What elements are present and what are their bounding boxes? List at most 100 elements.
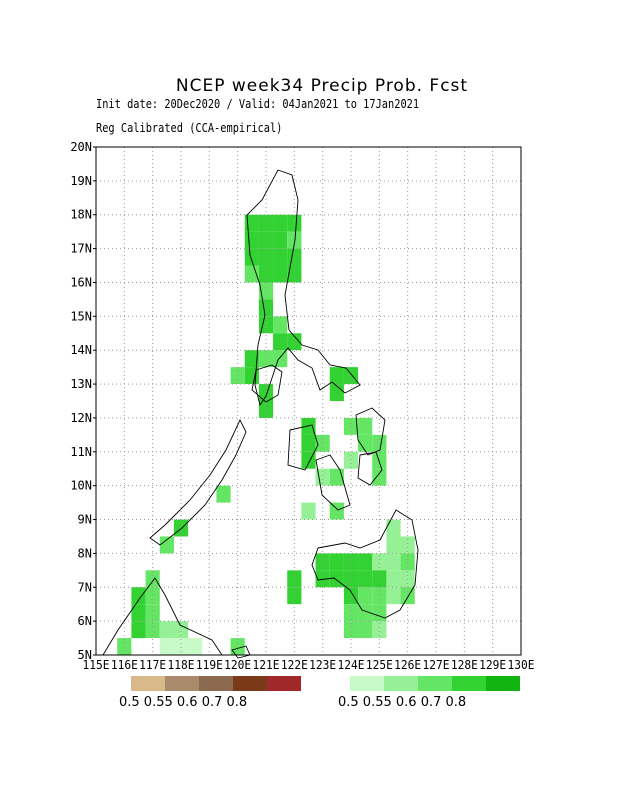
- lat-tick-label: 13N: [70, 377, 92, 391]
- map-gridlines: [96, 147, 521, 655]
- probability-cell: [358, 587, 373, 605]
- probability-cell: [145, 621, 160, 639]
- probability-cell: [400, 570, 415, 588]
- coast-mindanao: [311, 509, 419, 619]
- probability-cell: [343, 451, 359, 469]
- lon-tick-label: 119E: [196, 658, 223, 672]
- probability-cell: [343, 417, 359, 435]
- probability-cell: [258, 401, 274, 418]
- lon-tick-label: 122E: [281, 658, 308, 672]
- probability-cell: [372, 604, 387, 622]
- lon-tick-label: 126E: [394, 658, 421, 672]
- probability-cell: [273, 231, 288, 249]
- probability-cell: [358, 553, 373, 571]
- probability-cell: [386, 570, 401, 588]
- lon-tick-label: 118E: [168, 658, 195, 672]
- probability-cell: [273, 350, 288, 368]
- probability-cell: [131, 621, 146, 639]
- dry-colorbar-labels: 0.5 0.55 0.6 0.7 0.8: [119, 695, 248, 710]
- colorbar-swatch: [267, 676, 301, 691]
- subtitle-dates: Init date: 20Dec2020 / Valid: 04Jan2021 …: [96, 97, 420, 111]
- lat-tick-label: 10N: [70, 479, 92, 493]
- probability-cell: [343, 621, 359, 639]
- probability-cell: [273, 333, 288, 351]
- lon-tick-label: 121E: [253, 658, 280, 672]
- probability-cell: [400, 553, 415, 571]
- lat-tick-label: 15N: [70, 309, 92, 323]
- probability-cell: [372, 570, 387, 588]
- lon-tick-label: 125E: [366, 658, 393, 672]
- probability-cell: [386, 536, 401, 554]
- probability-cell: [258, 248, 274, 266]
- probability-cell: [386, 587, 401, 605]
- subtitle-method: Reg Calibrated (CCA-empirical): [96, 121, 283, 135]
- colorbar-swatch: [350, 676, 384, 691]
- lon-tick-label: 127E: [423, 658, 450, 672]
- probability-cell: [343, 604, 359, 622]
- probability-cell: [258, 350, 274, 368]
- lon-tick-label: 117E: [139, 658, 166, 672]
- lat-tick-label: 9N: [78, 513, 92, 527]
- colorbar-swatch: [384, 676, 418, 691]
- colorbar-swatch: [486, 676, 520, 691]
- lon-tick-label: 128E: [451, 658, 478, 672]
- probability-cell: [287, 231, 302, 249]
- colorbar-swatch: [418, 676, 452, 691]
- probability-cell: [358, 621, 373, 639]
- lat-tick-label: 12N: [70, 411, 92, 425]
- lat-tick-label: 6N: [78, 614, 92, 628]
- probability-cell: [273, 248, 288, 266]
- colorbar-swatch: [452, 676, 486, 691]
- lat-tick-label: 17N: [70, 242, 92, 256]
- probability-cells: [117, 214, 415, 655]
- probability-cell: [329, 553, 344, 571]
- lat-tick-label: 18N: [70, 208, 92, 222]
- probability-cell: [216, 485, 231, 503]
- coast-panay: [287, 424, 319, 471]
- lon-tick-label: 123E: [309, 658, 336, 672]
- probability-cell: [230, 638, 245, 655]
- coast-samar: [355, 407, 386, 456]
- probability-cell: [159, 638, 174, 655]
- colorbar-swatch: [199, 676, 233, 691]
- lat-tick-label: 20N: [70, 140, 92, 154]
- probability-cell: [273, 316, 288, 334]
- probability-cell: [386, 519, 401, 537]
- latitude-labels: 5N 6N 7N 8N 9N 10N 11N 12N 13N 14N 15N 16N 17N 18N 19N…: [70, 140, 96, 662]
- colorbar-swatch: [165, 676, 199, 691]
- probability-cell: [173, 621, 189, 639]
- probability-cell: [372, 451, 387, 469]
- probability-cell: [258, 316, 274, 334]
- lat-tick-label: 11N: [70, 445, 92, 459]
- probability-cell: [358, 570, 373, 588]
- probability-cell: [315, 553, 330, 571]
- lon-tick-label: 116E: [111, 658, 138, 672]
- probability-cell: [329, 570, 344, 588]
- coast-luzon: [246, 169, 361, 407]
- probability-cell: [131, 604, 146, 622]
- probability-cell: [287, 265, 302, 283]
- probability-cell: [258, 384, 274, 401]
- probability-cell: [301, 417, 316, 435]
- lat-tick-label: 19N: [70, 174, 92, 188]
- map-frame: [95, 146, 522, 656]
- dry-colorbar: [131, 676, 301, 691]
- probability-cell: [329, 384, 344, 401]
- probability-cell: [315, 468, 330, 486]
- probability-cell: [159, 536, 174, 554]
- lat-tick-label: 16N: [70, 275, 92, 289]
- probability-cell: [301, 502, 316, 520]
- probability-cell: [343, 570, 359, 588]
- probability-cell: [329, 502, 344, 520]
- probability-cell: [145, 604, 160, 622]
- probability-cell: [117, 638, 132, 655]
- coast-palawan: [149, 418, 247, 546]
- lat-tick-label: 8N: [78, 546, 92, 560]
- map-title: NCEP week34 Precip Prob. Fcst: [175, 76, 469, 96]
- probability-cell: [173, 638, 189, 655]
- probability-cell: [372, 468, 387, 486]
- lon-tick-label: 120E: [224, 658, 251, 672]
- lon-tick-label: 129E: [479, 658, 506, 672]
- longitude-labels: 115E 116E 117E 118E 119E 120E 121E 122E 123E 124E…: [83, 658, 535, 672]
